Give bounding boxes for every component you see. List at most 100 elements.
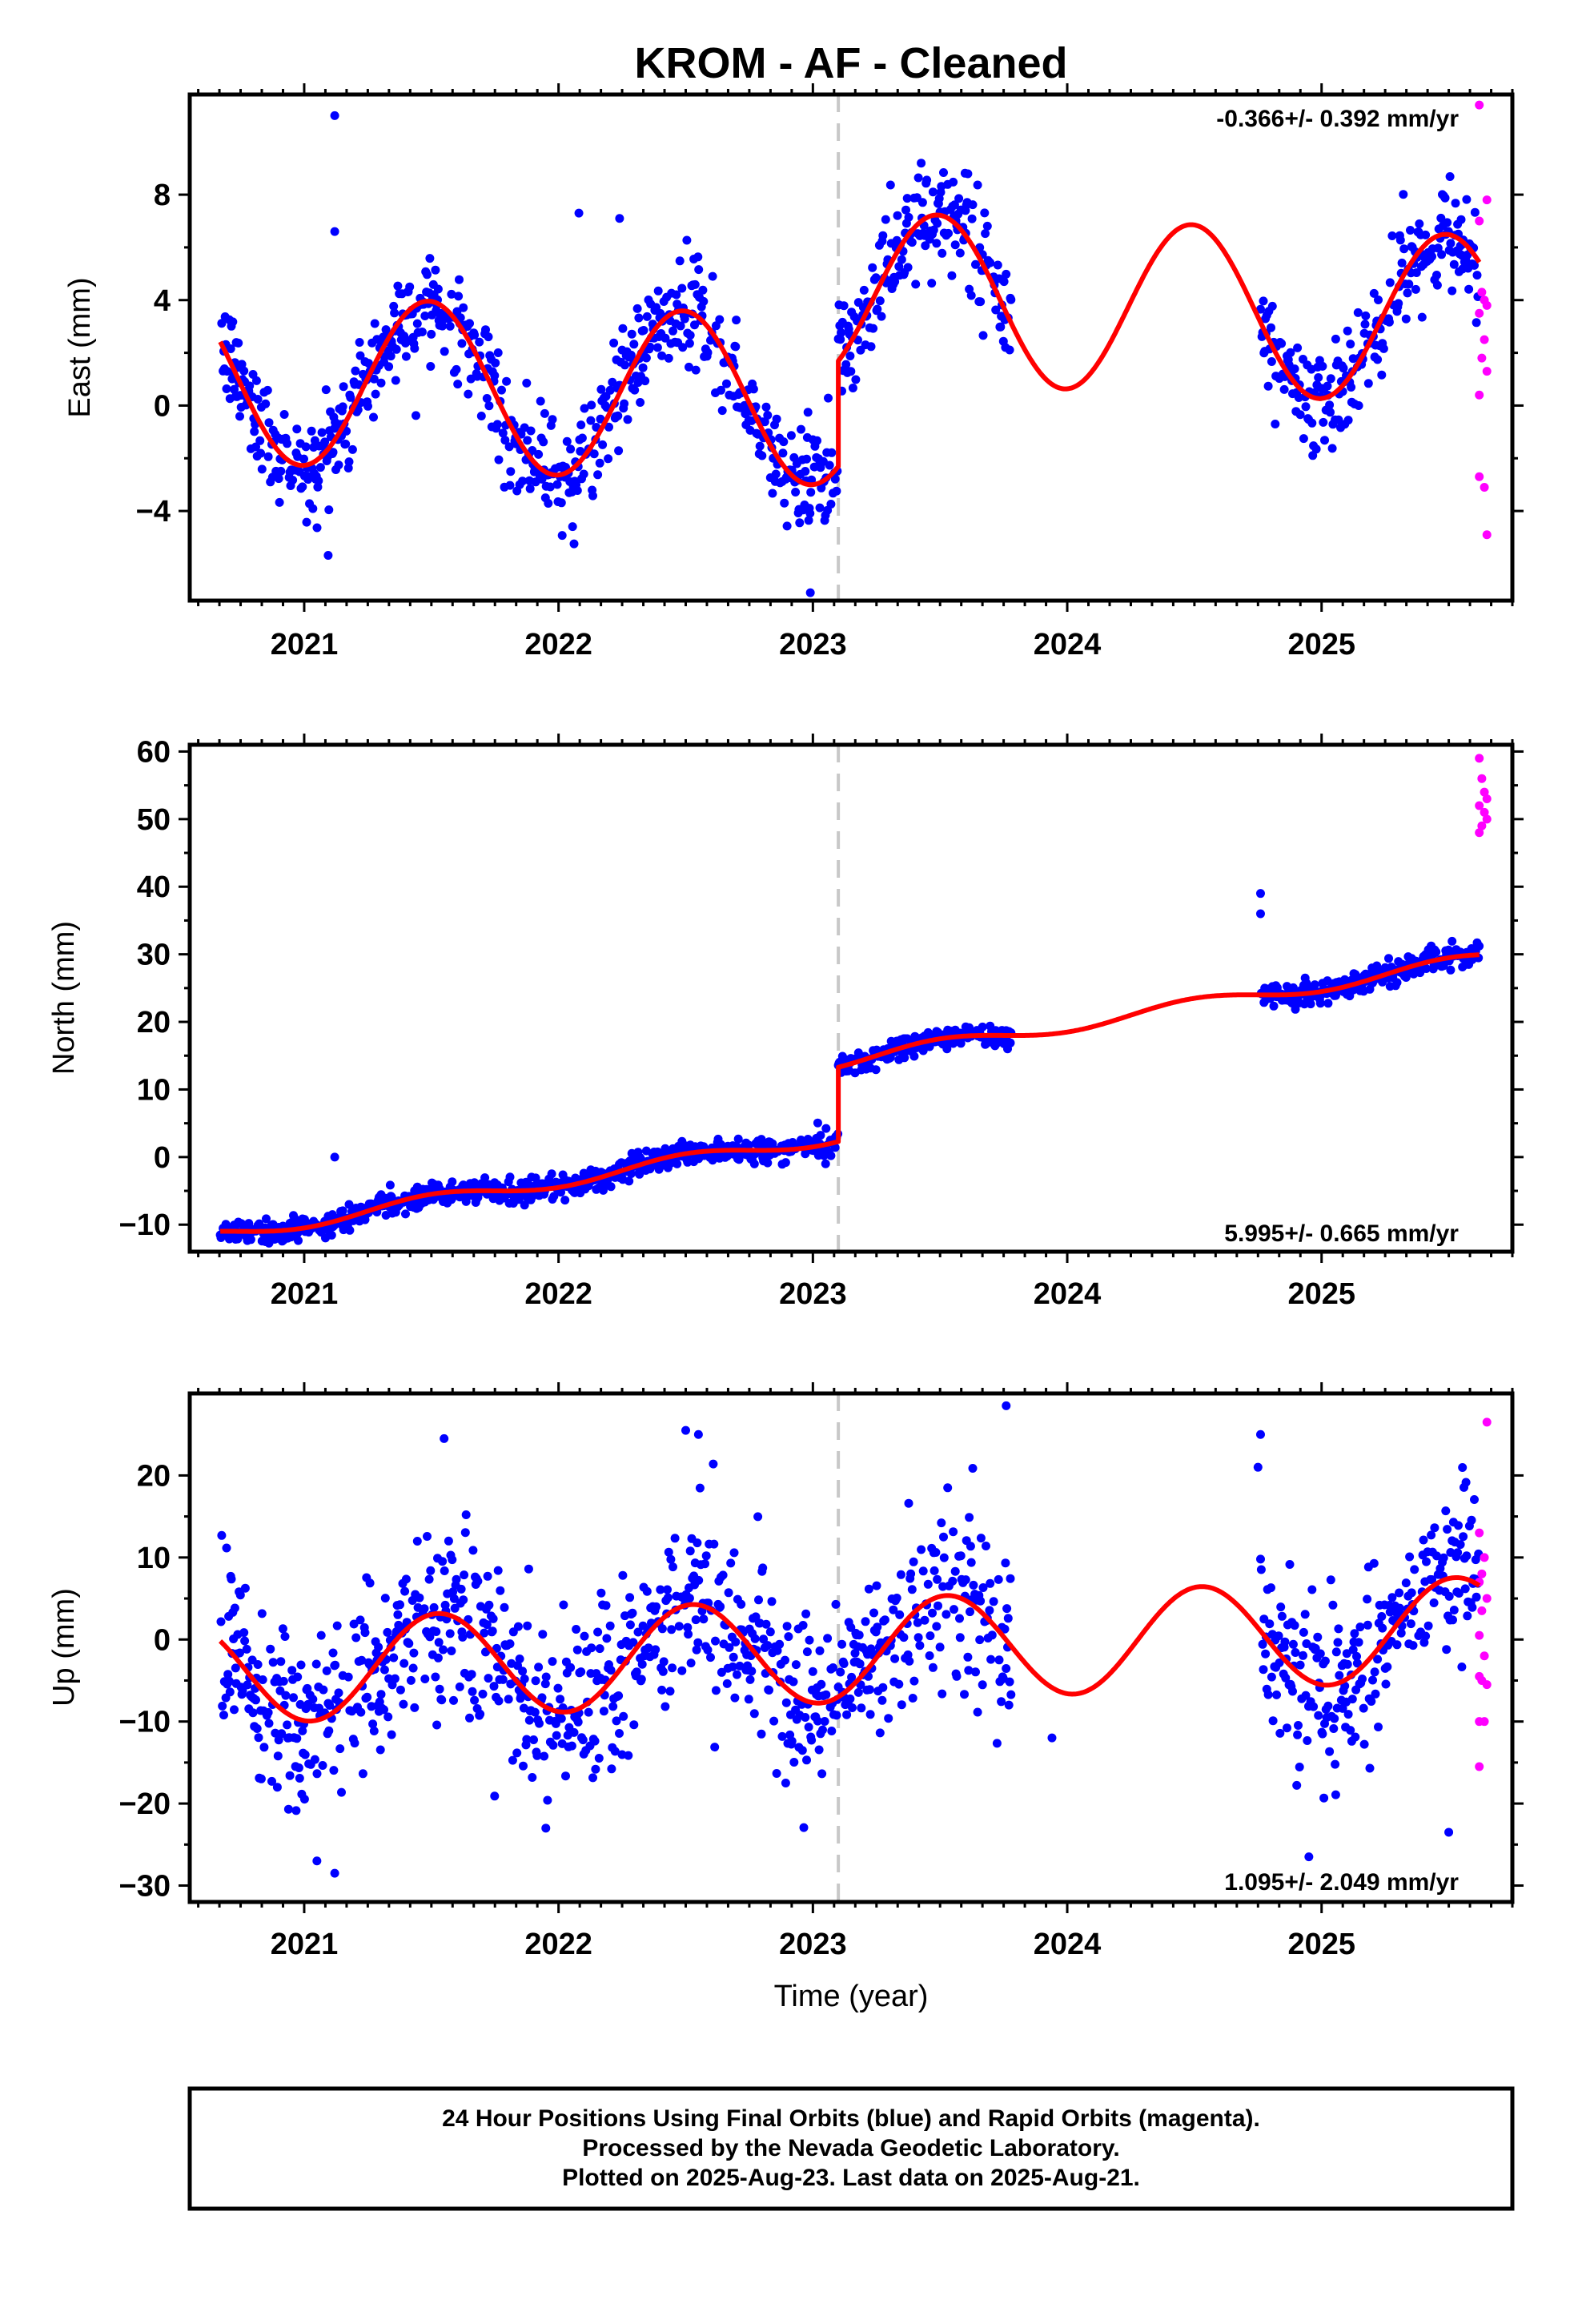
final-orbit-point bbox=[1001, 1558, 1010, 1568]
final-orbit-point bbox=[950, 200, 959, 210]
rapid-orbit-point bbox=[1475, 1762, 1484, 1771]
final-orbit-point bbox=[1405, 1552, 1415, 1562]
final-orbit-point bbox=[532, 1751, 542, 1760]
final-orbit-point bbox=[950, 1605, 958, 1614]
final-orbit-point bbox=[759, 1634, 769, 1644]
final-orbit-point bbox=[224, 1676, 234, 1686]
final-orbit-point bbox=[820, 1717, 829, 1726]
final-orbit-point bbox=[1348, 985, 1358, 995]
final-orbit-point bbox=[292, 424, 302, 434]
final-orbit-point bbox=[826, 500, 836, 509]
final-orbit-point bbox=[496, 1586, 505, 1595]
final-orbit-point bbox=[460, 1570, 469, 1580]
final-orbit-point bbox=[1267, 323, 1275, 332]
final-orbit-point bbox=[1373, 1655, 1383, 1664]
final-orbit-point bbox=[1286, 348, 1295, 357]
final-orbit-point bbox=[523, 436, 532, 445]
final-orbit-point bbox=[1267, 301, 1277, 311]
final-orbit-point bbox=[412, 1537, 422, 1546]
final-orbit-point bbox=[1346, 340, 1355, 349]
final-orbit-point bbox=[455, 275, 464, 284]
final-orbit-point bbox=[251, 1695, 260, 1705]
final-orbit-point bbox=[316, 1630, 326, 1640]
final-orbit-point bbox=[251, 376, 261, 385]
final-orbit-point bbox=[1343, 326, 1352, 336]
final-orbit-point bbox=[1442, 1645, 1452, 1655]
up-panel: 2021 2022 2023 2024 2025 −30 −20 −10 0 10 20 Up (mm… bbox=[47, 1382, 1524, 1961]
final-orbit-point bbox=[464, 389, 473, 399]
final-orbit-point bbox=[1470, 1495, 1479, 1504]
final-orbit-point bbox=[302, 517, 311, 527]
final-orbit-point bbox=[683, 1622, 693, 1632]
final-orbit-point bbox=[747, 1667, 757, 1676]
final-orbit-point bbox=[1276, 1602, 1286, 1612]
final-orbit-point bbox=[658, 1667, 668, 1676]
final-orbit-point bbox=[1464, 284, 1474, 294]
final-orbit-point bbox=[315, 463, 325, 472]
rapid-orbit-point bbox=[1475, 308, 1484, 318]
final-orbit-point bbox=[387, 1730, 396, 1739]
final-orbit-point bbox=[579, 469, 588, 479]
final-orbit-point bbox=[255, 436, 265, 445]
final-orbit-point bbox=[534, 449, 544, 459]
final-orbit-point bbox=[251, 442, 260, 452]
final-orbit-point bbox=[1439, 1553, 1448, 1562]
final-orbit-point bbox=[491, 358, 500, 368]
final-orbit-point bbox=[804, 516, 813, 525]
final-orbit-point bbox=[966, 1558, 976, 1567]
final-orbit-point bbox=[999, 277, 1009, 287]
final-orbit-point bbox=[1292, 1780, 1302, 1790]
final-orbit-point bbox=[566, 444, 576, 454]
final-orbit-point bbox=[935, 1642, 945, 1652]
final-orbit-point bbox=[978, 1680, 987, 1690]
plot-area bbox=[215, 754, 1492, 1248]
footer-line-2: Processed by the Nevada Geodetic Laborat… bbox=[582, 2135, 1119, 2161]
final-orbit-point bbox=[227, 1574, 236, 1584]
final-orbit-point bbox=[535, 1719, 544, 1728]
final-orbit-point bbox=[288, 476, 298, 485]
final-orbit-point bbox=[420, 312, 430, 320]
final-orbit-point bbox=[733, 1670, 741, 1679]
final-orbit-point bbox=[1444, 1827, 1454, 1837]
final-orbit-point bbox=[772, 1769, 781, 1778]
final-orbit-point bbox=[1401, 314, 1411, 324]
final-orbit-point bbox=[523, 1621, 532, 1630]
final-orbit-point bbox=[596, 1588, 606, 1598]
final-orbit-point bbox=[591, 1764, 600, 1774]
final-orbit-point bbox=[468, 1546, 478, 1555]
final-orbit-point bbox=[626, 350, 636, 360]
final-orbit-point bbox=[920, 1615, 930, 1625]
final-orbit-point bbox=[1293, 1730, 1303, 1739]
final-orbit-point bbox=[813, 1118, 822, 1128]
final-orbit-point bbox=[894, 262, 904, 271]
final-orbit-point bbox=[572, 1625, 581, 1634]
final-orbit-point bbox=[869, 324, 878, 333]
final-orbit-point bbox=[343, 1672, 353, 1682]
rapid-orbit-point bbox=[1482, 1417, 1492, 1427]
final-orbit-point bbox=[369, 412, 378, 422]
final-orbit-point bbox=[465, 1713, 474, 1723]
final-orbit-point bbox=[1267, 1672, 1276, 1682]
final-orbit-point bbox=[1427, 1530, 1436, 1540]
rate-annotation: 5.995+/- 0.665 mm/yr bbox=[1224, 1220, 1459, 1247]
final-orbit-point bbox=[829, 1663, 837, 1672]
final-orbit-point bbox=[877, 312, 886, 321]
final-orbit-point bbox=[383, 1627, 392, 1637]
final-orbit-point bbox=[893, 211, 902, 220]
final-orbit-point bbox=[677, 283, 687, 293]
final-orbit-point bbox=[872, 1581, 881, 1590]
final-orbit-point bbox=[976, 1596, 986, 1606]
final-orbit-point bbox=[328, 1648, 338, 1658]
y-tick-label: 30 bbox=[137, 939, 171, 972]
final-orbit-point bbox=[1354, 401, 1363, 410]
final-orbit-point bbox=[709, 1459, 718, 1469]
final-orbit-point bbox=[663, 1593, 673, 1602]
final-orbit-point bbox=[274, 474, 283, 484]
final-orbit-point bbox=[1406, 226, 1415, 235]
final-orbit-point bbox=[561, 1771, 570, 1781]
final-orbit-point bbox=[393, 1610, 403, 1619]
final-orbit-point bbox=[934, 1601, 942, 1610]
y-tick-label: 8 bbox=[154, 179, 171, 212]
final-orbit-point bbox=[802, 1755, 811, 1765]
final-orbit-point bbox=[1384, 954, 1393, 963]
